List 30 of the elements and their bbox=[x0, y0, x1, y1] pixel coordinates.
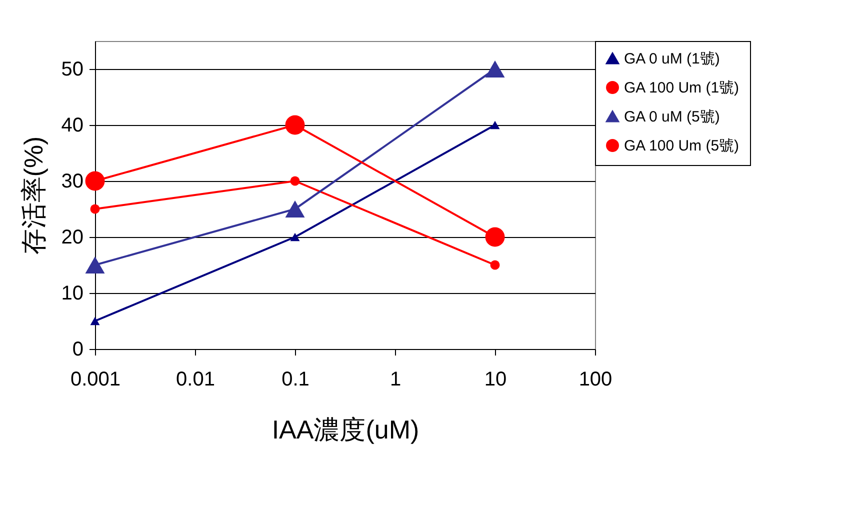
point bbox=[285, 115, 305, 135]
y-tick-label: 40 bbox=[61, 114, 84, 136]
y-tick-label: 10 bbox=[61, 282, 84, 304]
point bbox=[285, 200, 305, 218]
point bbox=[85, 256, 105, 274]
point bbox=[290, 176, 300, 186]
legend-label: GA 0 uM (1號) bbox=[624, 50, 720, 68]
y-axis-title: 存活率(%) bbox=[18, 136, 48, 255]
x-tick-label: 0.01 bbox=[176, 368, 215, 390]
x-tick-label: 0.1 bbox=[282, 368, 310, 390]
x-axis-title: IAA濃度(uM) bbox=[272, 414, 420, 444]
point bbox=[90, 204, 100, 214]
x-tick-label: 100 bbox=[578, 368, 612, 390]
x-tick-label: 1 bbox=[390, 368, 402, 390]
x-tick-label: 10 bbox=[484, 368, 507, 390]
y-tick-label: 20 bbox=[61, 226, 84, 248]
point bbox=[485, 60, 505, 78]
y-tick-label: 0 bbox=[72, 338, 84, 360]
legend-label: GA 100 Um (1號) bbox=[624, 80, 740, 96]
point bbox=[90, 316, 100, 326]
point bbox=[490, 120, 500, 130]
x-tick-label: 0.001 bbox=[70, 368, 121, 390]
point bbox=[85, 171, 105, 191]
point bbox=[485, 227, 505, 247]
legend-label: GA 100 Um (5號) bbox=[624, 138, 740, 154]
point bbox=[490, 260, 500, 270]
point bbox=[290, 232, 300, 242]
legend-label: GA 0 uM (5號) bbox=[624, 108, 720, 126]
y-tick-label: 50 bbox=[61, 58, 84, 80]
y-tick-label: 30 bbox=[61, 170, 84, 192]
